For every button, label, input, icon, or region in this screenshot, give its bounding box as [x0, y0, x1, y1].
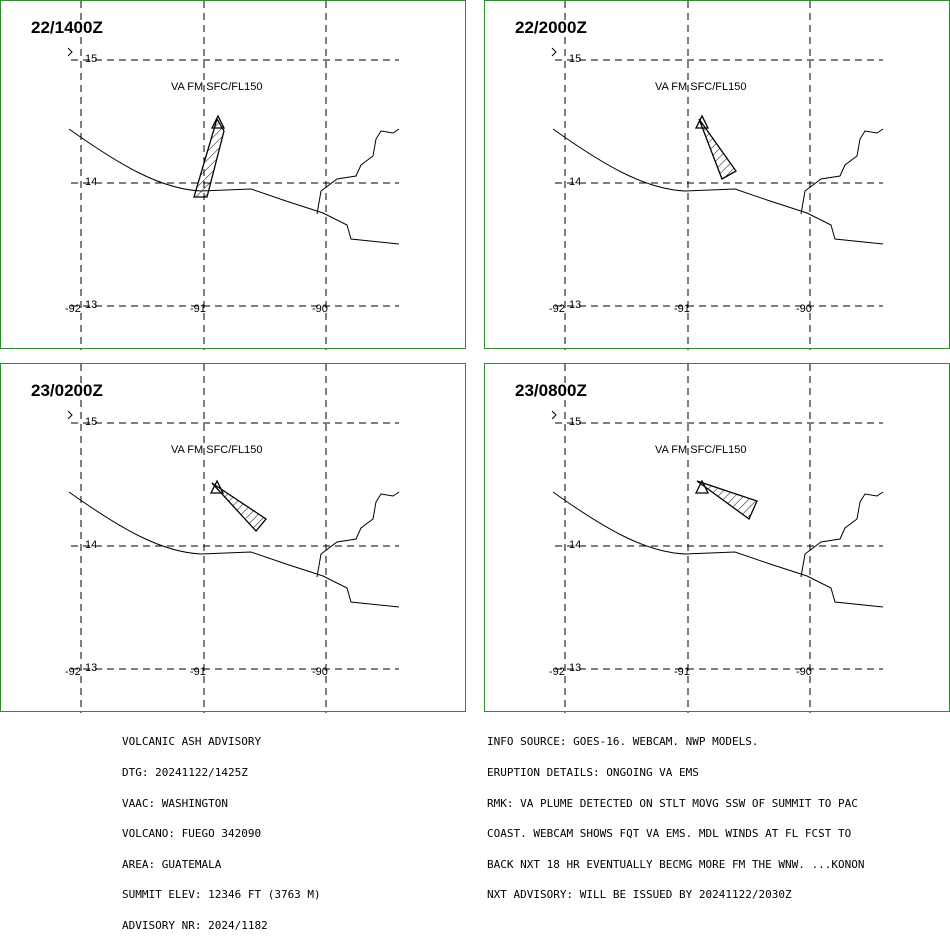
advisory-line: SUMMIT ELEV: 12346 FT (3763 M) [122, 888, 321, 902]
map-panel-3: 23/0200Z VA FM SFC/FL150 15 14 13 -92 -9… [0, 363, 466, 713]
ash-layer-label: VA FM SFC/FL150 [655, 81, 747, 93]
valid-time: 23/0800Z [515, 381, 587, 400]
lat-label-15: 15 [85, 53, 98, 65]
country-border [316, 128, 400, 215]
advisory-line: INFO SOURCE: GOES-16. WEBCAM. NWP MODELS… [487, 735, 759, 749]
lat-label-13: 13 [85, 299, 98, 311]
lat-label-14: 14 [85, 176, 98, 188]
lon-label-90: -90 [796, 303, 812, 315]
ash-layer-label: VA FM SFC/FL150 [171, 81, 263, 93]
valid-time: 22/2000Z [515, 18, 587, 37]
lon-label-92: -92 [549, 666, 565, 678]
lat-label-15: 15 [569, 53, 582, 65]
north-mark [67, 410, 73, 420]
valid-time: 23/0200Z [31, 381, 103, 400]
advisory-line: AREA: GUATEMALA [122, 857, 222, 871]
country-border [800, 491, 884, 578]
map-canvas [67, 364, 400, 713]
advisory-line: COAST. WEBCAM SHOWS FQT VA EMS. MDL WIND… [487, 827, 852, 841]
ash-plume [698, 118, 737, 180]
ash-plume [193, 117, 225, 198]
advisory-line: NXT ADVISORY: WILL BE ISSUED BY 20241122… [487, 888, 792, 902]
advisory-line: ERUPTION DETAILS: ONGOING VA EMS [487, 766, 699, 779]
volcano-icon [694, 114, 710, 129]
map-panel-1: 22/1400Z VA FM SFC/FL150 15 14 13 -92 -9… [0, 0, 466, 350]
map-canvas [551, 364, 884, 713]
map-canvas [551, 1, 884, 350]
north-mark [67, 47, 73, 57]
advisory-line: RMK: VA PLUME DETECTED ON STLT MOVG SSW … [487, 796, 858, 810]
lon-label-90: -90 [312, 666, 328, 678]
ash-layer-label: VA FM SFC/FL150 [655, 444, 747, 456]
lat-label-15: 15 [85, 416, 98, 428]
advisory-line: VOLCANIC ASH ADVISORY [122, 735, 262, 749]
advisory-remarks-block: INFO SOURCE: GOES-16. WEBCAM. NWP MODELS… [487, 717, 865, 911]
lon-label-91: -91 [190, 666, 206, 678]
volcano-icon [694, 479, 710, 494]
ash-layer-label: VA FM SFC/FL150 [171, 444, 263, 456]
lat-label-14: 14 [85, 539, 98, 551]
ash-plume [211, 482, 267, 532]
map-canvas [67, 1, 400, 350]
coastline [68, 491, 400, 608]
coastline [68, 128, 400, 245]
country-border [800, 128, 884, 215]
map-panel-4: 23/0800Z VA FM SFC/FL150 15 14 13 -92 -9… [484, 363, 950, 713]
ash-plume [696, 480, 758, 521]
lon-label-91: -91 [190, 303, 206, 315]
advisory-line: VOLCANO: FUEGO 342090 [122, 827, 262, 841]
lon-label-92: -92 [65, 303, 81, 315]
advisory-line: DTG: 20241122/1425Z [122, 766, 248, 779]
advisory-line: BACK NXT 18 HR EVENTUALLY BECMG MORE FM … [487, 857, 865, 871]
advisory-line: VAAC: WASHINGTON [122, 796, 228, 810]
lat-label-13: 13 [569, 662, 582, 674]
lat-label-13: 13 [569, 299, 582, 311]
lon-label-91: -91 [674, 303, 690, 315]
country-border [316, 491, 400, 578]
north-mark [551, 410, 557, 420]
coastline [552, 491, 884, 608]
lat-label-15: 15 [569, 416, 582, 428]
volcano-icon [210, 114, 226, 129]
north-mark [551, 47, 557, 57]
lon-label-90: -90 [796, 666, 812, 678]
advisory-line: ADVISORY NR: 2024/1182 [122, 918, 268, 932]
advisory-header-block: VOLCANIC ASH ADVISORY DTG: 20241122/1425… [122, 717, 321, 941]
lat-label-14: 14 [569, 176, 582, 188]
lon-label-92: -92 [549, 303, 565, 315]
map-panel-2: 22/2000Z VA FM SFC/FL150 15 14 13 -92 -9… [484, 0, 950, 350]
lat-label-13: 13 [85, 662, 98, 674]
lon-label-91: -91 [674, 666, 690, 678]
lon-label-90: -90 [312, 303, 328, 315]
valid-time: 22/1400Z [31, 18, 103, 37]
lon-label-92: -92 [65, 666, 81, 678]
lat-label-14: 14 [569, 539, 582, 551]
volcano-icon [209, 479, 225, 494]
coastline [552, 128, 884, 245]
